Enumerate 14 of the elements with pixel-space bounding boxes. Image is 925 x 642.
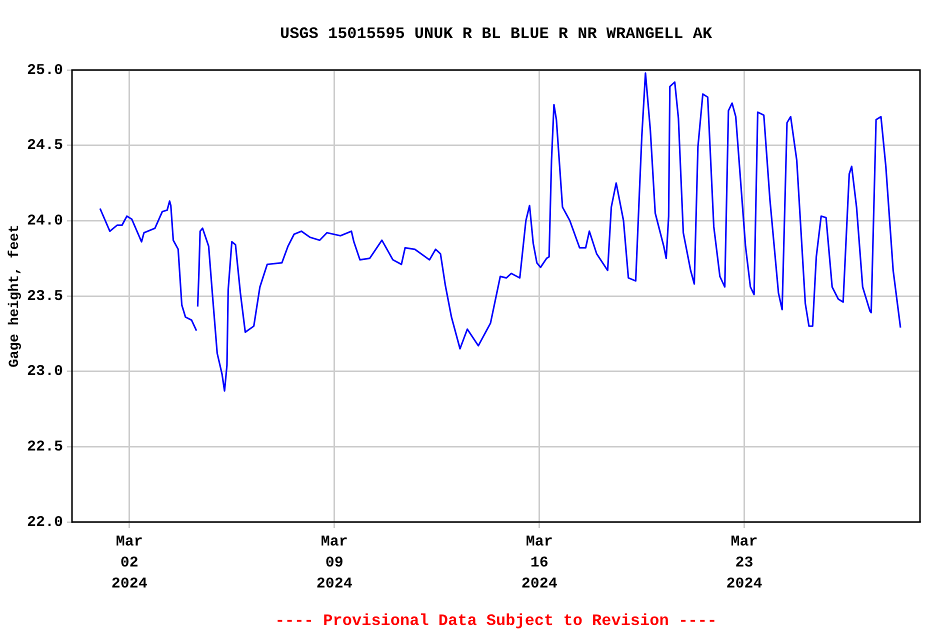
x-tick-label: Mar 23 2024 xyxy=(726,533,762,592)
y-tick-label: 22.5 xyxy=(26,438,63,456)
chart-title: USGS 15015595 UNUK R BL BLUE R NR WRANGELL AK xyxy=(280,25,712,44)
x-tick-label: Mar 09 2024 xyxy=(316,533,352,592)
y-tick-label: 24.0 xyxy=(26,212,63,230)
y-axis-title: Gage height, feet xyxy=(6,224,23,368)
x-tick-label: Mar 16 2024 xyxy=(521,533,558,592)
y-tick-label: 23.0 xyxy=(26,363,63,380)
y-tick-label: 25.0 xyxy=(26,62,63,79)
y-tick-label: 24.5 xyxy=(26,137,63,154)
y-tick-label: 22.0 xyxy=(26,514,63,531)
x-tick-label: Mar 02 2024 xyxy=(111,533,148,592)
y-tick-label: 23.5 xyxy=(26,288,63,305)
text: ---- Provisional Data Subject to Revision ---- xyxy=(275,612,717,630)
